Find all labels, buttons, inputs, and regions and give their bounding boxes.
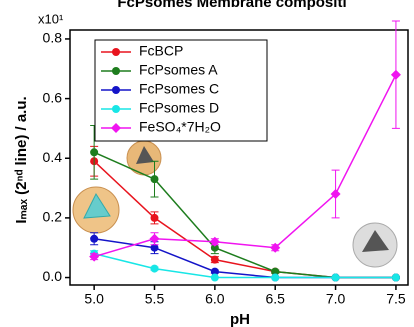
series-line [93,74,397,258]
data-point [210,267,219,276]
legend-label: FcPsomes C [139,81,219,97]
legend-marker [112,105,120,113]
chart-title: FcPsomes Membrane compositi [117,0,346,11]
data-point [150,264,159,273]
y-tick-label: 0.4 [43,149,63,165]
data-point [330,189,341,200]
y-tick-label: 0.2 [43,209,63,225]
data-point [210,255,219,264]
legend-marker [112,86,120,94]
data-point [210,243,219,252]
vesicle-core [362,230,389,252]
data-point [149,233,160,244]
data-point [331,273,340,282]
y-multiplier: x10¹ [38,11,64,26]
data-point [150,175,159,184]
legend-marker [111,123,121,133]
vesicle-illustrations [72,140,398,268]
vesicle-core [136,146,154,164]
data-point [270,242,281,253]
data-point [90,234,99,243]
vesicle-core [83,192,111,219]
x-axis-label: pH [230,311,250,327]
data-point [271,267,280,276]
data-point [150,243,159,252]
legend-marker [112,67,120,75]
legend-label: FcPsomes A [139,62,218,78]
data-point [150,213,159,222]
data-point [210,273,219,282]
data-point [390,69,401,80]
legend-label: FeSO₄*7H₂O [139,119,221,135]
y-tick-label: 0.6 [43,89,63,105]
x-tick-label: 7.5 [386,291,406,307]
x-tick-label: 7.0 [326,291,346,307]
series-line [93,252,396,279]
legend-marker [112,48,120,56]
data-point [391,273,400,282]
y-tick-label: 0.0 [43,268,63,284]
x-tick-label: 5.0 [84,291,104,307]
x-tick-label: 6.5 [265,291,285,307]
y-tick-label: 0.8 [43,30,63,46]
data-point [209,236,220,247]
legend-label: FcPsomes D [139,100,219,116]
y-axis-label: Iₘₐₓ (2ⁿᵈ line) / a.u. [13,96,30,223]
x-tick-label: 6.0 [205,291,225,307]
legend-label: FcBCP [139,43,183,59]
data-point [89,251,100,262]
x-tick-label: 5.5 [145,291,165,307]
data-point [90,148,99,157]
data-point [271,273,280,282]
